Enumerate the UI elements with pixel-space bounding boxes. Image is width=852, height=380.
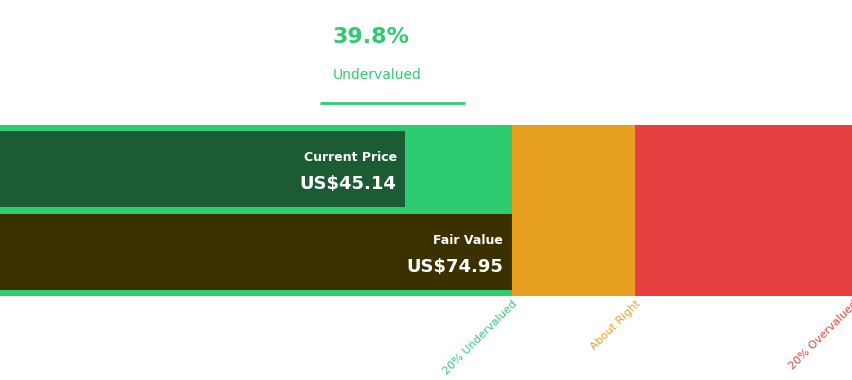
- Bar: [511, 125, 635, 296]
- Text: About Right: About Right: [588, 298, 642, 352]
- Text: 20% Undervalued: 20% Undervalued: [440, 298, 518, 376]
- Text: Fair Value: Fair Value: [433, 234, 503, 247]
- Bar: [0, 131, 405, 207]
- Text: US$74.95: US$74.95: [406, 258, 503, 276]
- Text: Current Price: Current Price: [303, 151, 396, 164]
- Bar: [0, 125, 511, 296]
- Text: Undervalued: Undervalued: [332, 68, 421, 82]
- Text: 39.8%: 39.8%: [332, 27, 409, 47]
- Bar: [635, 125, 852, 296]
- Bar: [0, 214, 511, 290]
- Text: US$45.14: US$45.14: [299, 175, 396, 193]
- Text: 20% Overvalued: 20% Overvalued: [786, 298, 852, 371]
